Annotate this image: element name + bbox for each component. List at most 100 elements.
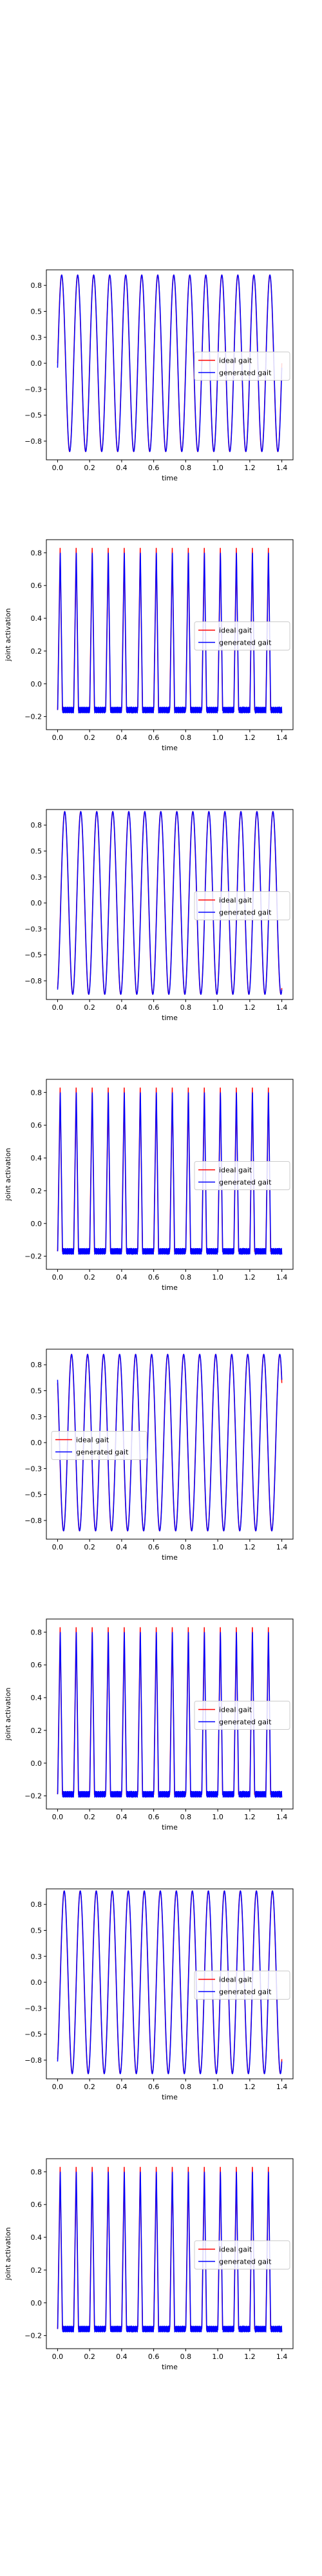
x-tick-label: 1.0 [212,464,223,472]
legend-box [194,1161,290,1190]
x-tick-label: 0.8 [180,1003,192,1012]
y-tick-label: 0.5 [31,307,43,316]
x-axis-label: time [162,2363,178,2371]
subplot-2: 0.0 0.2 0.4 0.6 0.8 1.0 1.2 1.4 −0.2 0.0 0.2 0.4 0.6… [4,539,294,752]
x-tick-label: 0.4 [116,464,128,472]
legend-label-ideal: ideal gait [219,1166,252,1175]
x-tick-label: 0.0 [52,1543,64,1551]
legend-box [194,621,290,650]
x-axis-label: time [162,474,178,482]
axes-frame [46,1618,294,1810]
legend-box [194,2240,290,2269]
y-tick-label: −0.3 [24,1464,42,1473]
y-tick-label: −0.3 [24,2004,42,2012]
y-tick-label: 0.5 [31,1926,43,1935]
x-tick-label: 0.6 [148,1273,160,1282]
x-axis-label: time [162,1553,178,1562]
legend-label-ideal: ideal gait [219,1976,252,1984]
y-tick-label: 0.0 [31,680,43,688]
y-tick-label: −0.2 [24,713,42,721]
x-tick-label: 1.2 [244,1273,256,1282]
y-tick-label: 0.8 [31,1900,43,1909]
y-tick-label: 0.0 [31,899,43,907]
x-tick-label: 0.2 [84,734,95,742]
x-tick-label: 1.4 [276,1273,288,1282]
x-tick-label: 1.2 [244,2353,256,2361]
y-tick-label: 0.3 [31,873,43,882]
y-tick-label: 0.5 [31,847,43,855]
y-tick-label: 0.8 [31,281,43,290]
y-axis-label: joint activation [4,608,12,661]
axes-frame [46,1888,294,2079]
x-axis-label: time [162,1283,178,1292]
x-tick-label: 0.0 [52,464,64,472]
x-axis-label: time [162,2093,178,2101]
x-tick-label: 0.2 [84,1273,95,1282]
x-tick-label: 1.0 [212,2353,223,2361]
x-tick-label: 0.4 [116,2083,128,2091]
y-tick-label: 0.5 [31,1387,43,1395]
y-tick-label: −0.3 [24,385,42,393]
subplot-7: 0.0 0.2 0.4 0.6 0.8 1.0 1.2 1.4 −0.8 −0.5 −0.3 0.0 0… [24,1888,294,2101]
x-tick-label: 0.6 [148,1003,160,1012]
y-tick-label: −0.8 [24,977,42,985]
x-tick-label: 0.6 [148,464,160,472]
x-tick-label: 1.0 [212,1273,223,1282]
legend: ideal gait generated gait [194,352,290,381]
y-tick-label: 0.0 [31,1759,43,1768]
y-axis-label: joint activation [4,1687,12,1741]
legend-label-ideal: ideal gait [76,1436,109,1444]
x-tick-label: 0.2 [84,2353,95,2361]
y-tick-label: −0.8 [24,437,42,446]
series-line-generated [57,553,283,714]
x-tick-label: 0.4 [116,2353,128,2361]
x-tick-label: 0.0 [52,1273,64,1282]
x-tick-label: 0.0 [52,1813,64,1821]
x-tick-label: 0.4 [116,1273,128,1282]
y-tick-label: 0.8 [31,2168,43,2176]
y-tick-label: 0.0 [31,2299,43,2307]
y-tick-label: −0.8 [24,2056,42,2065]
legend-box [194,1701,290,1730]
x-tick-label: 0.4 [116,1813,128,1821]
x-tick-label: 0.4 [116,1003,128,1012]
x-tick-label: 0.8 [180,2083,192,2091]
y-tick-label: 0.0 [31,1978,43,1987]
y-tick-label: 0.0 [31,1439,43,1447]
x-tick-label: 0.2 [84,1543,95,1551]
legend-label-generated: generated gait [219,909,272,917]
y-tick-label: 0.8 [31,1088,43,1097]
subplot-4: 0.0 0.2 0.4 0.6 0.8 1.0 1.2 1.4 −0.2 0.0 0.2 0.4 0.6… [4,1079,294,1292]
y-tick-label: −0.5 [24,2031,42,2039]
x-tick-label: 0.2 [84,1003,95,1012]
axes-frame [46,539,294,730]
x-tick-label: 1.0 [212,1813,223,1821]
x-axis-label: time [162,744,178,752]
x-tick-label: 0.6 [148,2083,160,2091]
x-tick-label: 1.0 [212,1003,223,1012]
y-tick-label: 0.4 [31,1694,43,1702]
x-tick-label: 1.0 [212,734,223,742]
y-tick-label: 0.8 [31,1628,43,1636]
legend-box [194,1971,290,2000]
y-tick-label: −0.5 [24,951,42,960]
y-tick-label: −0.5 [24,1491,42,1499]
x-tick-label: 1.4 [276,1813,288,1821]
subplot-6: 0.0 0.2 0.4 0.6 0.8 1.0 1.2 1.4 −0.2 0.0 0.2 0.4 0.6… [4,1618,294,1832]
legend-label-generated: generated gait [219,2258,272,2266]
y-tick-label: 0.2 [31,1727,43,1735]
x-tick-label: 1.4 [276,2353,288,2361]
axes-frame [46,809,294,1000]
y-tick-label: 0.0 [31,359,43,368]
y-tick-label: 0.2 [31,1187,43,1195]
y-tick-label: −0.3 [24,925,42,933]
y-tick-label: 0.2 [31,647,43,656]
y-tick-label: 0.4 [31,1154,43,1162]
axes-frame [46,1349,294,1540]
y-tick-label: 0.8 [31,1361,43,1369]
legend-label-generated: generated gait [219,639,272,647]
y-tick-label: 0.3 [31,1413,43,1421]
y-tick-label: 0.6 [31,1661,43,1669]
y-tick-label: 0.8 [31,549,43,557]
